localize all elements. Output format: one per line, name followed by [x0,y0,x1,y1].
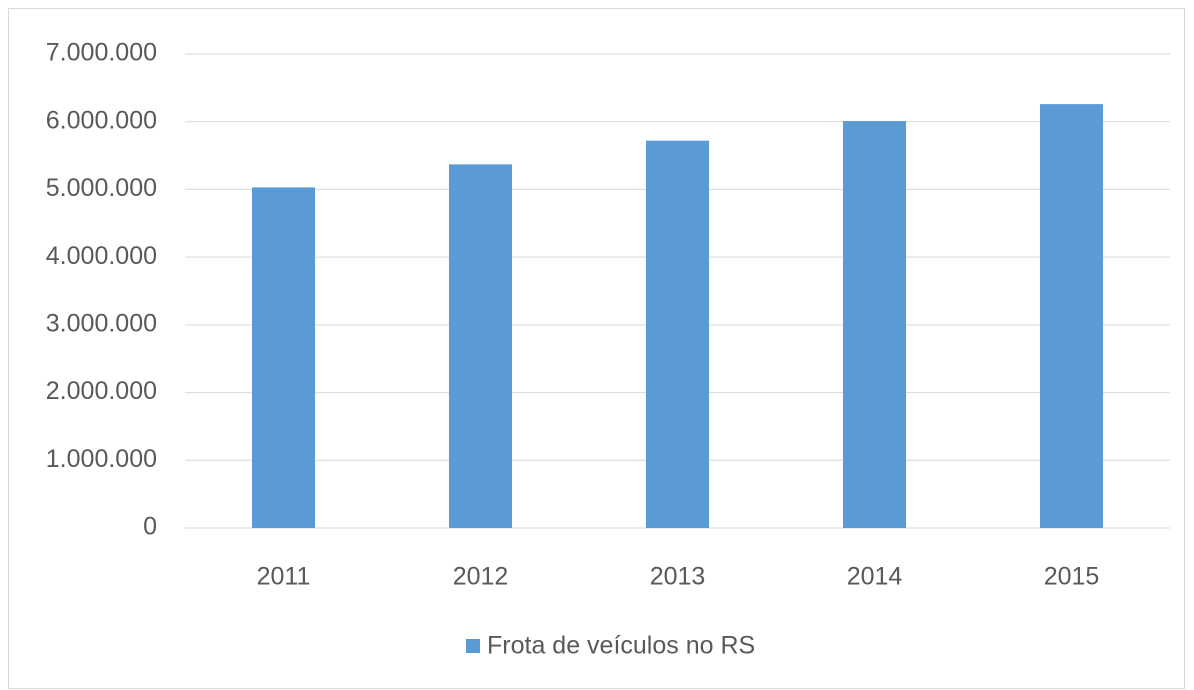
x-tick-label: 2014 [847,563,903,591]
bar [842,121,907,528]
x-tick-label: 2013 [650,563,706,591]
legend-label: Frota de veículos no RS [487,632,755,660]
y-tick-label: 3.000.000 [46,309,157,337]
bar [1039,104,1104,528]
x-tick-label: 2015 [1044,563,1100,591]
y-tick-label: 1.000.000 [46,445,157,473]
bar [448,164,513,529]
chart-border [8,8,1185,689]
legend-swatch [466,639,480,653]
bar [645,140,710,528]
y-tick-label: 6.000.000 [46,106,157,134]
x-tick-label: 2012 [453,563,509,591]
bar [251,187,316,528]
y-tick-label: 7.000.000 [46,39,157,67]
y-tick-label: 4.000.000 [46,242,157,270]
x-tick-label: 2011 [257,563,311,591]
y-tick-label: 2.000.000 [46,377,157,405]
y-tick-label: 5.000.000 [46,174,157,202]
y-tick-label: 0 [143,513,157,541]
